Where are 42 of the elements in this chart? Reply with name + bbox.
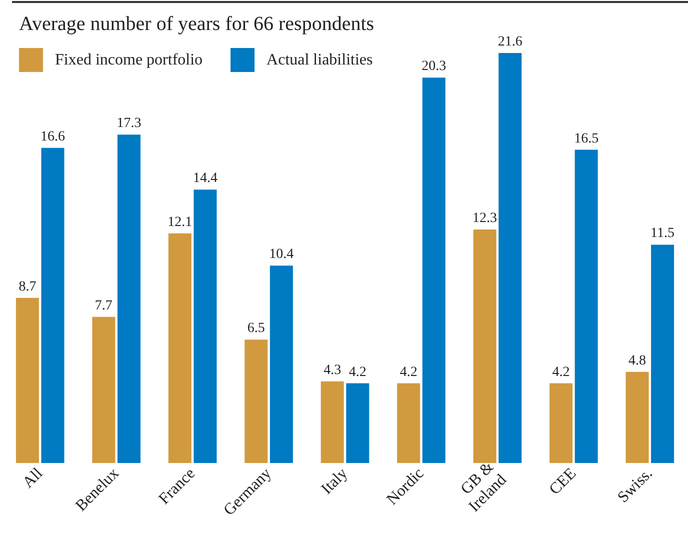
data-label: 12.3	[472, 211, 498, 226]
data-label: 10.4	[269, 247, 294, 262]
data-label: 4.2	[348, 364, 366, 380]
legend-label: Fixed income portfolio	[55, 52, 203, 68]
data-label: 4.2	[400, 364, 418, 380]
x-tick-label: All	[20, 464, 47, 492]
bar	[16, 298, 39, 463]
data-label: 8.7	[18, 279, 36, 294]
data-label: 17.3	[116, 116, 142, 132]
bar	[473, 230, 496, 463]
data-label: 6.5	[247, 321, 265, 336]
bar	[168, 233, 192, 463]
x-tick-label: CEE	[546, 464, 580, 498]
bar	[574, 150, 598, 463]
legend-label: Actual liabilities	[266, 52, 373, 68]
bar	[194, 190, 217, 463]
x-tick-label: Italy	[318, 464, 352, 498]
data-label: 20.3	[422, 59, 446, 74]
bar	[550, 383, 573, 463]
data-label: 16.5	[574, 131, 599, 146]
bar	[346, 383, 370, 463]
bar	[422, 78, 446, 463]
bar	[117, 134, 140, 463]
bar	[41, 148, 64, 463]
chart-title: Average number of years for 66 respondents	[19, 13, 374, 35]
bar	[626, 372, 649, 463]
bar	[651, 244, 674, 463]
bar	[397, 383, 420, 463]
data-label: 16.6	[40, 129, 66, 144]
data-label: 21.6	[498, 34, 522, 50]
data-label: 7.7	[94, 298, 112, 314]
bar	[320, 381, 344, 463]
data-label: 14.4	[192, 171, 218, 186]
data-label: 11.5	[650, 226, 675, 242]
data-label: 12.1	[168, 214, 192, 230]
data-label: 4.3	[324, 362, 342, 378]
bar	[244, 340, 268, 463]
bar	[92, 316, 116, 463]
data-label: 4.2	[552, 364, 570, 380]
data-label: 4.8	[628, 353, 646, 368]
bar	[270, 266, 293, 463]
bar	[498, 53, 522, 463]
